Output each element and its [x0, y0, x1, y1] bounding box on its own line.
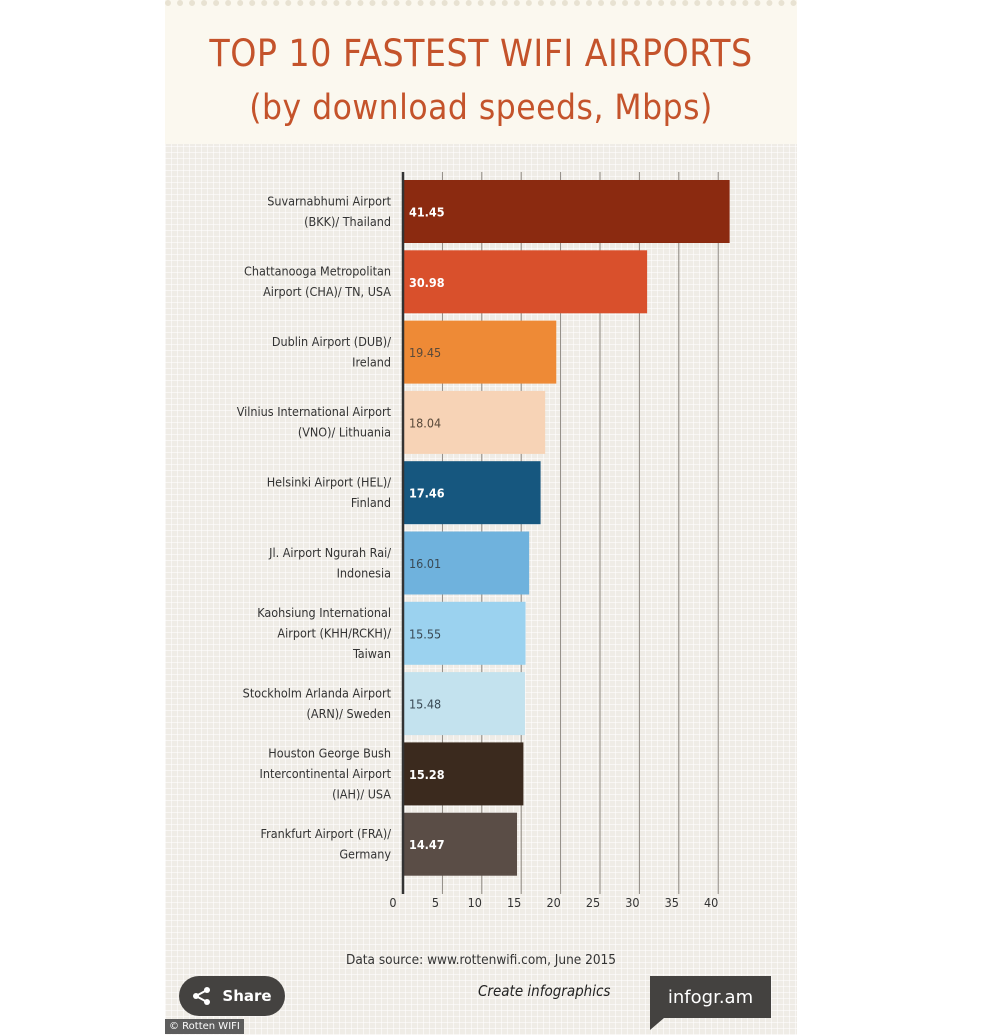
- bar: [403, 180, 730, 243]
- x-tick-label: 25: [586, 895, 600, 910]
- category-label: Stockholm Arlanda Airport (ARN)/ Sweden: [243, 685, 392, 721]
- x-tick-label: 15: [507, 895, 521, 910]
- x-tick-label: 20: [546, 895, 560, 910]
- bar: [403, 742, 524, 806]
- header-scallop: [165, 138, 797, 144]
- category-label: Vilnius International Airport (VNO)/ Lith…: [237, 404, 392, 440]
- photo-credit: © Rotten WIFI: [165, 1019, 244, 1034]
- header: TOP 10 FASTEST WIFI AIRPORTS (by downloa…: [165, 0, 797, 144]
- value-label: 15.48: [409, 697, 441, 712]
- value-label: 15.55: [409, 626, 441, 641]
- category-label: Helsinki Airport (HEL)/Finland: [267, 474, 391, 510]
- bar: [403, 461, 541, 525]
- data-source: Data source: www.rottenwifi.com, June 20…: [345, 952, 617, 968]
- chart-title: TOP 10 FASTEST WIFI AIRPORTS: [209, 32, 753, 75]
- x-tick-label: 30: [625, 895, 639, 910]
- bar: [403, 601, 526, 665]
- bar: [403, 531, 530, 595]
- value-label: 16.01: [409, 556, 441, 571]
- share-icon: [193, 987, 211, 1005]
- x-tick-label: 40: [704, 895, 718, 910]
- value-label: 19.45: [409, 345, 441, 360]
- create-infographics-link[interactable]: Create infographics: [478, 982, 611, 1000]
- category-label: Suvarnabhumi Airport (BKK)/ Thailand: [267, 193, 391, 229]
- bar: [403, 320, 557, 384]
- bar: [403, 672, 525, 736]
- x-tick-label: 5: [432, 895, 439, 910]
- value-label: 15.28: [409, 767, 445, 782]
- category-label: Dublin Airport (DUB)/Ireland: [272, 334, 391, 370]
- share-button[interactable]: Share: [179, 976, 285, 1016]
- x-tick-label: 0: [389, 895, 396, 910]
- x-tick-label: 35: [665, 895, 679, 910]
- category-label: Kaohsiung International Airport (KHH/RCKH…: [257, 605, 391, 661]
- bar: [403, 390, 546, 454]
- infographic-card: TOP 10 FASTEST WIFI AIRPORTS (by downloa…: [165, 0, 797, 1035]
- chart-subtitle: (by download speeds, Mbps): [249, 88, 713, 128]
- x-tick-label: 10: [468, 895, 482, 910]
- infogram-logo[interactable]: infogr.am: [650, 976, 771, 1018]
- share-label: Share: [222, 987, 272, 1005]
- bar: [403, 250, 648, 314]
- bar-chart: 41.45 Suvarnabhumi Airport (BKK)/ Thailand…: [237, 172, 730, 910]
- value-label: 14.47: [409, 837, 445, 852]
- category-label: Frankfurt Airport (FRA)/Germany: [261, 826, 392, 862]
- category-label: Chattanooga Metropolitan Airport (CHA)/ T…: [244, 264, 391, 300]
- category-label: Jl. Airport Ngurah Rai/Indonesia: [268, 545, 391, 581]
- category-label: Houston George Bush Intercontinental Airp…: [260, 745, 392, 801]
- bar: [403, 812, 518, 876]
- value-label: 41.45: [409, 205, 445, 220]
- infogram-logo-tail: [650, 1018, 664, 1030]
- value-label: 30.98: [409, 275, 445, 290]
- value-label: 17.46: [409, 486, 445, 501]
- value-label: 18.04: [409, 415, 441, 430]
